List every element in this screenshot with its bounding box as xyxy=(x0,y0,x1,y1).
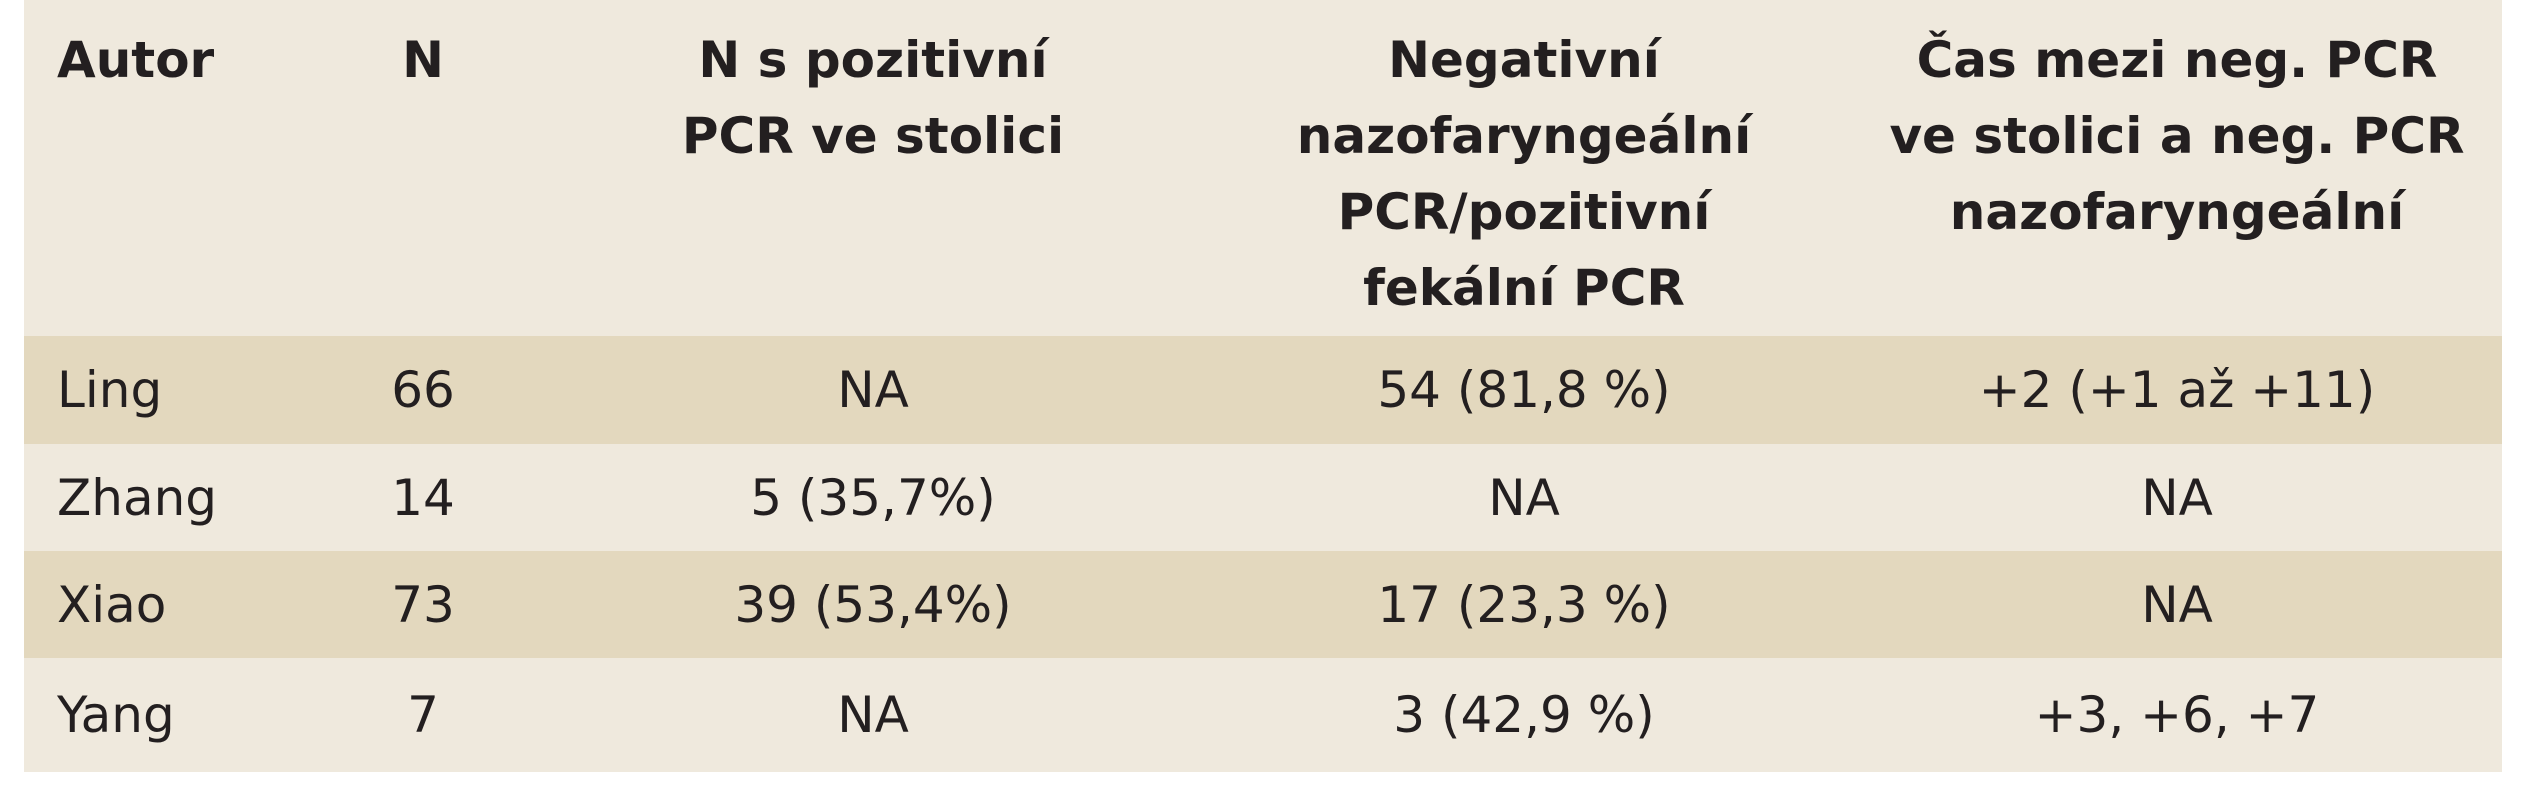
cell-text: 7 xyxy=(407,686,439,744)
row-band xyxy=(24,658,2502,772)
cell-text: NA xyxy=(837,361,909,419)
header-text: fekální PCR xyxy=(1363,259,1685,317)
cell-text: 17 (23,3 %) xyxy=(1377,575,1671,634)
header-text: Čas mezi neg. PCR xyxy=(1916,31,2438,89)
cell-text: 3 (42,9 %) xyxy=(1393,686,1655,744)
cell-text: Yang xyxy=(57,686,175,744)
row-band xyxy=(24,444,2502,551)
cell-text: 14 xyxy=(391,468,455,527)
cell-text: +2 (+1 až +11) xyxy=(1978,361,2376,419)
header-text: N s pozitivní xyxy=(698,31,1048,89)
cell-text: Ling xyxy=(57,361,163,419)
cell-text: 39 (53,4%) xyxy=(734,575,1012,634)
cell-text: +3, +6, +7 xyxy=(2034,686,2320,744)
cell-text: 5 (35,7%) xyxy=(750,468,996,527)
cell-text: 66 xyxy=(391,361,455,419)
cell-text: NA xyxy=(837,686,909,744)
header-text: Autor xyxy=(57,31,215,89)
cell-text: 73 xyxy=(391,575,455,634)
cell-text: Xiao xyxy=(57,575,167,634)
cell-text: NA xyxy=(2141,468,2213,527)
cell-text: NA xyxy=(2141,575,2213,634)
header-band xyxy=(24,0,2502,336)
header-text: PCR ve stolici xyxy=(681,107,1065,165)
row-band xyxy=(24,336,2502,444)
header-text: N xyxy=(402,31,444,89)
header-text: Negativní xyxy=(1388,31,1660,89)
header-text: nazofaryngeální xyxy=(1296,107,1752,165)
header-text: PCR/pozitivní xyxy=(1337,183,1711,241)
header-text: nazofaryngeální xyxy=(1949,183,2405,241)
header-text: ve stolici a neg. PCR xyxy=(1889,107,2465,165)
cell-text: NA xyxy=(1488,468,1560,527)
cell-text: Zhang xyxy=(57,468,218,527)
row-band xyxy=(24,551,2502,658)
cell-text: 54 (81,8 %) xyxy=(1377,361,1671,419)
